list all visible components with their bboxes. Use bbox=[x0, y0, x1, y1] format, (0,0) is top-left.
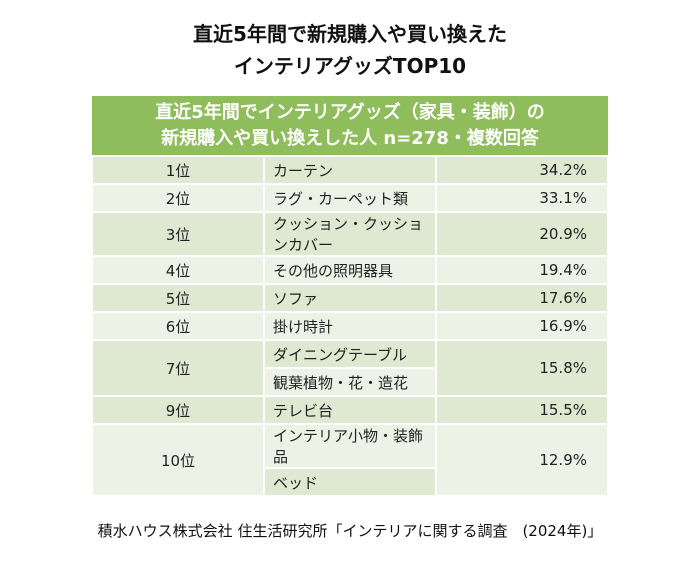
table-row: 7位 ダイニングテーブル 15.8% bbox=[91, 339, 609, 397]
table-row: ベッド bbox=[92, 467, 608, 497]
table-row: 10位 インテリア小物・装飾品 12.9% bbox=[91, 423, 609, 497]
value-cell: 34.2% bbox=[435, 155, 609, 185]
title-line-2: インテリアグッズTOP10 bbox=[233, 54, 467, 78]
table-row: 1位 カーテン 34.2% bbox=[91, 155, 609, 185]
item-cell: ダイニングテーブル bbox=[263, 339, 437, 369]
value-cell: 33.1% bbox=[435, 183, 609, 213]
table-row: 6位 掛け時計 16.9% bbox=[91, 311, 609, 341]
rank-cell: 4位 bbox=[91, 255, 265, 285]
value-cell: 16.9% bbox=[435, 311, 609, 341]
source-footer: 積水ハウス株式会社 住生活研究所「インテリアに関する調査 (2024年)」 bbox=[97, 522, 603, 540]
item-cell: カーテン bbox=[263, 155, 437, 185]
item-cell: ソファ bbox=[263, 283, 437, 313]
item-cell: ラグ・カーペット類 bbox=[263, 183, 437, 213]
item-cell: テレビ台 bbox=[263, 395, 437, 425]
item-cell: 観葉植物・花・造花 bbox=[263, 367, 437, 397]
value-cell: 12.9% bbox=[435, 423, 609, 497]
table-row: 2位 ラグ・カーペット類 33.1% bbox=[91, 183, 609, 213]
item-cell: その他の照明器具 bbox=[263, 255, 437, 285]
rank-cell: 10位 bbox=[91, 423, 265, 497]
header-line-1: 直近5年間でインテリアグッズ（家具・装飾）の bbox=[155, 101, 545, 123]
value-cell: 15.8% bbox=[435, 339, 609, 397]
table-header: 直近5年間でインテリアグッズ（家具・装飾）の 新規購入や買い換えした人 n=27… bbox=[92, 96, 608, 156]
table-row: 5位 ソファ 17.6% bbox=[91, 283, 609, 313]
table-row: 9位 テレビ台 15.5% bbox=[91, 395, 609, 425]
rank-cell: 3位 bbox=[91, 211, 265, 257]
value-cell: 20.9% bbox=[435, 211, 609, 257]
item-cell: クッション・クッションカバー bbox=[263, 211, 437, 257]
rank-cell: 1位 bbox=[91, 155, 265, 185]
title-line-1: 直近5年間で新規購入や買い換えた bbox=[193, 22, 507, 46]
value-cell: 19.4% bbox=[435, 255, 609, 285]
rank-cell: 5位 bbox=[91, 283, 265, 313]
rank-cell: 7位 bbox=[91, 339, 265, 397]
item-cell: ベッド bbox=[263, 467, 437, 497]
header-line-2: 新規購入や買い換えした人 n=278・複数回答 bbox=[161, 127, 539, 149]
table-row: 3位 クッション・クッションカバー 20.9% bbox=[91, 211, 609, 257]
table-row: 観葉植物・花・造花 bbox=[92, 367, 608, 397]
item-cell: 掛け時計 bbox=[263, 311, 437, 341]
rank-cell: 2位 bbox=[91, 183, 265, 213]
value-cell: 17.6% bbox=[435, 283, 609, 313]
item-cell: インテリア小物・装飾品 bbox=[263, 423, 437, 469]
rank-cell: 9位 bbox=[91, 395, 265, 425]
rank-cell: 6位 bbox=[91, 311, 265, 341]
value-cell: 15.5% bbox=[435, 395, 609, 425]
table-row: 4位 その他の照明器具 19.4% bbox=[91, 255, 609, 285]
ranking-table: 直近5年間でインテリアグッズ（家具・装飾）の 新規購入や買い換えした人 n=27… bbox=[91, 96, 609, 497]
